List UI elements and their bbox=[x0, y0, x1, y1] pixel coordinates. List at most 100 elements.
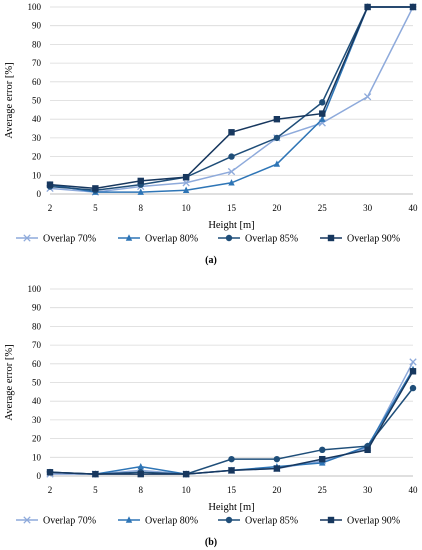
data-point bbox=[137, 462, 144, 470]
x-tick-label: 25 bbox=[318, 203, 328, 213]
x-tick-label: 8 bbox=[139, 203, 144, 213]
series-circle bbox=[46, 384, 417, 478]
data-point bbox=[46, 469, 54, 476]
data-point bbox=[228, 467, 235, 474]
data-point bbox=[137, 188, 144, 195]
x-tick-label: 5 bbox=[93, 203, 98, 213]
data-point bbox=[319, 115, 326, 122]
data-point bbox=[409, 3, 417, 11]
data-point bbox=[319, 459, 326, 466]
y-tick-label: 90 bbox=[32, 21, 42, 31]
data-point bbox=[46, 181, 54, 188]
legend: Overlap 70% Overlap 80% Overlap 85% Overlap… bbox=[16, 516, 400, 527]
data-point bbox=[273, 116, 281, 123]
y-tick-label: 20 bbox=[32, 434, 42, 444]
legend-item: Overlap 85% bbox=[218, 234, 298, 245]
data-point bbox=[92, 470, 99, 478]
x-tick-label: 15 bbox=[227, 485, 237, 495]
series-line bbox=[49, 6, 413, 193]
y-tick-label: 40 bbox=[32, 114, 42, 124]
data-point bbox=[363, 93, 372, 101]
panel-caption: (b) bbox=[205, 537, 217, 548]
data-point bbox=[182, 186, 190, 193]
legend-label: Overlap 85% bbox=[245, 516, 298, 527]
x-axis-title: Height [m] bbox=[208, 220, 254, 231]
x-tick-label: 30 bbox=[363, 203, 373, 213]
y-tick-label: 100 bbox=[28, 284, 42, 294]
x-tick-label: 10 bbox=[182, 203, 192, 213]
x-tick-label: 40 bbox=[409, 203, 419, 213]
data-point bbox=[228, 455, 235, 463]
legend-item: Overlap 70% bbox=[16, 234, 96, 245]
x-axis-title: Height [m] bbox=[208, 502, 254, 513]
y-tick-label: 70 bbox=[32, 340, 42, 350]
legend-label: Overlap 80% bbox=[145, 516, 198, 527]
legend-marker bbox=[327, 516, 335, 524]
x-tick-label: 5 bbox=[93, 485, 98, 495]
x-tick-label: 40 bbox=[409, 485, 419, 495]
data-point bbox=[228, 179, 235, 186]
legend-marker bbox=[327, 234, 335, 242]
data-point bbox=[137, 470, 144, 478]
legend-label: Overlap 90% bbox=[347, 516, 400, 527]
y-tick-label: 80 bbox=[32, 321, 42, 331]
y-tick-label: 0 bbox=[37, 471, 42, 481]
data-point bbox=[319, 446, 326, 454]
x-tick-label: 25 bbox=[318, 485, 328, 495]
data-point bbox=[364, 3, 371, 11]
data-point bbox=[319, 110, 326, 117]
legend-marker bbox=[23, 234, 31, 242]
data-point bbox=[409, 368, 417, 375]
series-line bbox=[49, 6, 413, 190]
y-axis-title: Average error [%] bbox=[4, 344, 15, 420]
data-point bbox=[409, 358, 417, 366]
marker-x-stroke bbox=[23, 234, 31, 242]
legend-label: Overlap 70% bbox=[43, 516, 96, 527]
data-point bbox=[319, 99, 326, 106]
data-point bbox=[182, 173, 190, 181]
series-triangle bbox=[46, 3, 417, 195]
legend-marker bbox=[125, 516, 133, 523]
legend-marker bbox=[225, 516, 233, 524]
x-tick-label: 30 bbox=[363, 485, 373, 495]
data-point bbox=[228, 153, 235, 160]
data-point bbox=[273, 134, 281, 142]
y-axis-title: Average error [%] bbox=[4, 62, 15, 138]
marker-x-stroke bbox=[363, 93, 372, 101]
panel-caption: (a) bbox=[205, 255, 217, 266]
legend-item: Overlap 80% bbox=[118, 516, 198, 527]
y-tick-label: 60 bbox=[32, 77, 42, 87]
data-point bbox=[273, 465, 281, 472]
marker-x-stroke bbox=[182, 179, 190, 187]
y-tick-label: 10 bbox=[32, 452, 42, 462]
y-tick-label: 60 bbox=[32, 359, 42, 369]
y-tick-label: 50 bbox=[32, 378, 42, 388]
legend-item: Overlap 90% bbox=[320, 516, 400, 527]
y-tick-label: 100 bbox=[28, 2, 42, 12]
y-tick-label: 0 bbox=[37, 189, 42, 199]
data-point bbox=[228, 129, 235, 136]
legend-marker bbox=[225, 234, 233, 242]
x-tick-label: 2 bbox=[48, 485, 53, 495]
series-circle bbox=[46, 3, 417, 194]
series-line bbox=[49, 6, 413, 192]
y-tick-label: 50 bbox=[32, 96, 42, 106]
legend-label: Overlap 80% bbox=[145, 234, 198, 245]
series-square bbox=[46, 3, 417, 192]
legend-item: Overlap 70% bbox=[16, 516, 96, 527]
x-tick-label: 8 bbox=[139, 485, 144, 495]
x-tick-label: 15 bbox=[227, 203, 237, 213]
data-point bbox=[182, 179, 190, 187]
x-axis: 2 5 8 10 15 20 25 30 40 bbox=[48, 485, 418, 495]
marker-x-stroke bbox=[23, 516, 31, 524]
data-point bbox=[409, 384, 417, 392]
x-tick-label: 20 bbox=[272, 203, 282, 213]
y-tick-label: 30 bbox=[32, 415, 42, 425]
legend-item: Overlap 80% bbox=[118, 234, 198, 245]
y-tick-label: 30 bbox=[32, 133, 42, 143]
series-x bbox=[46, 3, 417, 196]
y-tick-label: 20 bbox=[32, 152, 42, 162]
legend-label: Overlap 90% bbox=[347, 234, 400, 245]
